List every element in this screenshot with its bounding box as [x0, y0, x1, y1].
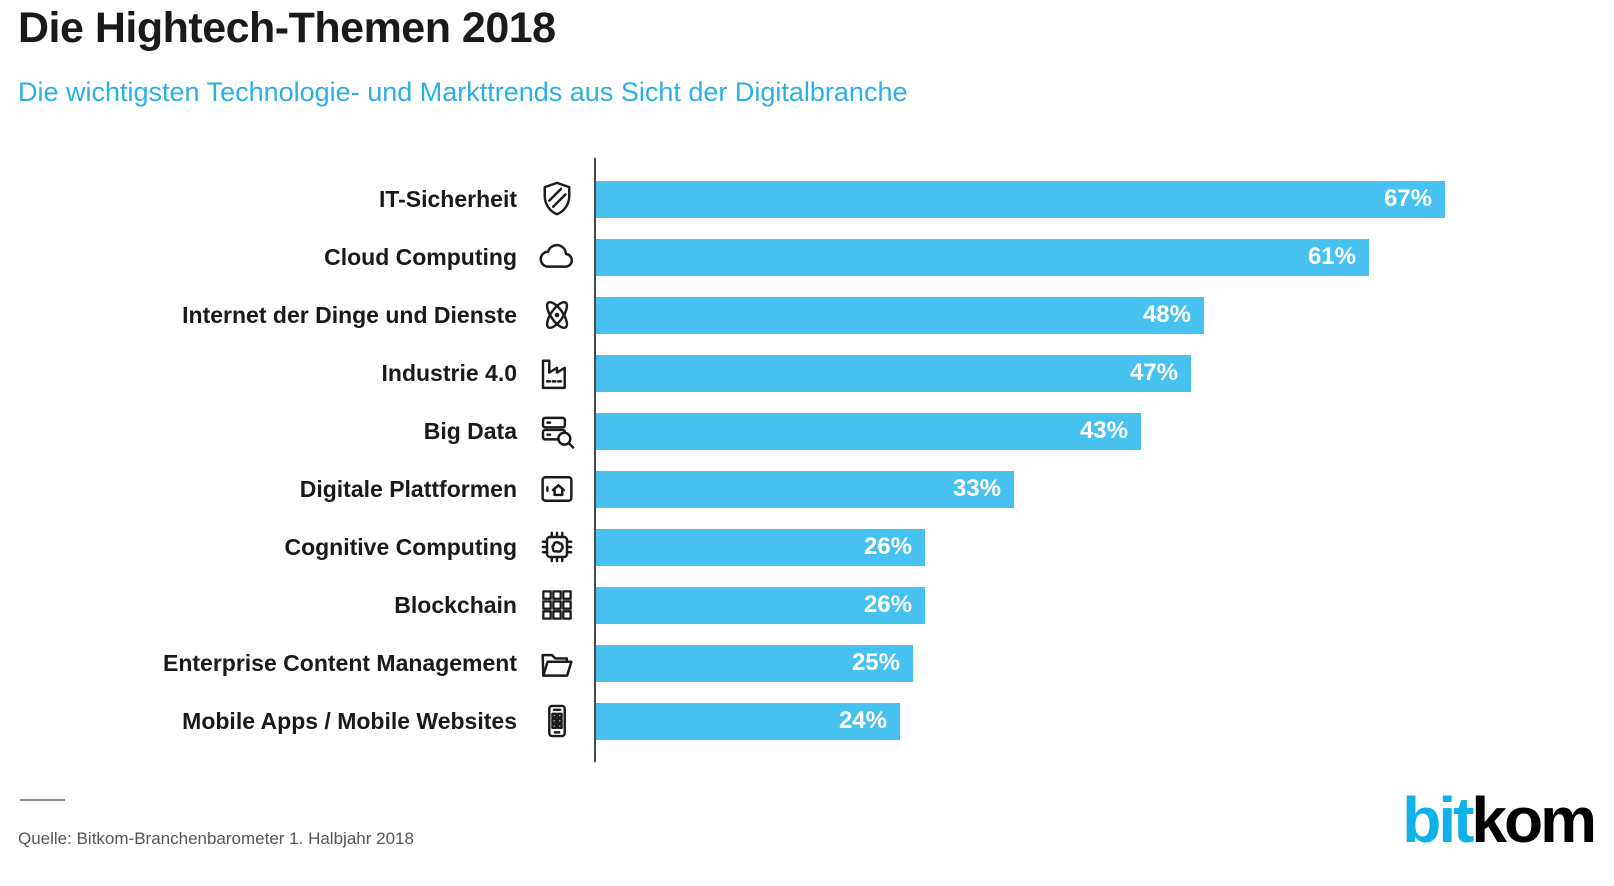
category-label: Cognitive Computing [284, 533, 517, 560]
smartphone-icon [517, 700, 596, 742]
bar-1: 61% [596, 238, 1369, 276]
category-label: IT-Sicherheit [378, 185, 517, 212]
bar-row: Cloud Computing 61% [0, 228, 1614, 286]
category-label: Enterprise Content Management [163, 649, 517, 676]
logo-bit: bit [1402, 784, 1474, 856]
chip-brain-icon [517, 526, 596, 568]
value-label: 24% [838, 707, 887, 734]
category-label: Cloud Computing [324, 243, 517, 270]
page-title: Die Hightech-Themen 2018 [18, 4, 556, 52]
bar-track: 67% [596, 180, 1614, 218]
value-label: 33% [952, 475, 1001, 502]
category-label: Industrie 4.0 [381, 359, 517, 386]
bar-row: Blockchain 26% [0, 576, 1614, 634]
category-label: Digitale Plattformen [299, 475, 517, 502]
bar-track: 26% [596, 528, 1614, 566]
shield-icon [517, 178, 596, 220]
database-search-icon [517, 410, 596, 452]
bar-track: 61% [596, 238, 1614, 276]
bar-6: 26% [596, 528, 925, 566]
bar-row: Cognitive Computing 26% [0, 518, 1614, 576]
value-label: 47% [1129, 359, 1178, 386]
bar-track: 24% [596, 702, 1614, 740]
value-label: 26% [863, 591, 912, 618]
axis-line [594, 158, 596, 762]
source-note: Quelle: Bitkom-Branchenbarometer 1. Halb… [18, 829, 414, 848]
value-label: 61% [1307, 243, 1356, 270]
bar-row: Big Data 43% [0, 402, 1614, 460]
atom-icon [517, 294, 596, 336]
tablet-home-icon [517, 468, 596, 510]
bar-track: 26% [596, 586, 1614, 624]
category-label: Big Data [423, 417, 517, 444]
bar-row: Digitale Plattformen 33% [0, 460, 1614, 518]
bar-9: 24% [596, 702, 900, 740]
factory-icon [517, 352, 596, 394]
bar-row: Industrie 4.0 47% [0, 344, 1614, 402]
logo-kom: kom [1471, 784, 1597, 856]
bar-track: 43% [596, 412, 1614, 450]
bar-3: 47% [596, 354, 1191, 392]
bar-8: 25% [596, 644, 913, 682]
blockchain-icon [517, 584, 596, 626]
bar-track: 33% [596, 470, 1614, 508]
cloud-icon [517, 236, 596, 278]
bar-track: 48% [596, 296, 1614, 334]
category-label: Blockchain [394, 591, 517, 618]
value-label: 67% [1383, 185, 1432, 212]
bar-4: 43% [596, 412, 1141, 450]
bar-track: 47% [596, 354, 1614, 392]
footer-rule [20, 799, 65, 801]
bitkom-logo: bitkom [1402, 788, 1597, 852]
page-subtitle: Die wichtigsten Technologie- und Markttr… [18, 77, 908, 107]
value-label: 26% [863, 533, 912, 560]
value-label: 25% [851, 649, 900, 676]
folder-open-icon [517, 642, 596, 684]
bar-row: Internet der Dinge und Dienste 48% [0, 286, 1614, 344]
value-label: 48% [1142, 301, 1191, 328]
bar-row: Enterprise Content Management 25% [0, 634, 1614, 692]
category-label: Internet der Dinge und Dienste [182, 301, 517, 328]
bar-5: 33% [596, 470, 1014, 508]
category-label: Mobile Apps / Mobile Websites [182, 707, 517, 734]
bar-track: 25% [596, 644, 1614, 682]
bar-2: 48% [596, 296, 1204, 334]
bar-7: 26% [596, 586, 925, 624]
bar-row: Mobile Apps / Mobile Websites 24% [0, 692, 1614, 750]
bar-rows: IT-Sicherheit 67% Cloud Computing 61% Intern… [0, 170, 1614, 750]
bar-row: IT-Sicherheit 67% [0, 170, 1614, 228]
value-label: 43% [1079, 417, 1128, 444]
bar-chart: IT-Sicherheit 67% Cloud Computing 61% Intern… [0, 158, 1614, 762]
bar-0: 67% [596, 180, 1445, 218]
